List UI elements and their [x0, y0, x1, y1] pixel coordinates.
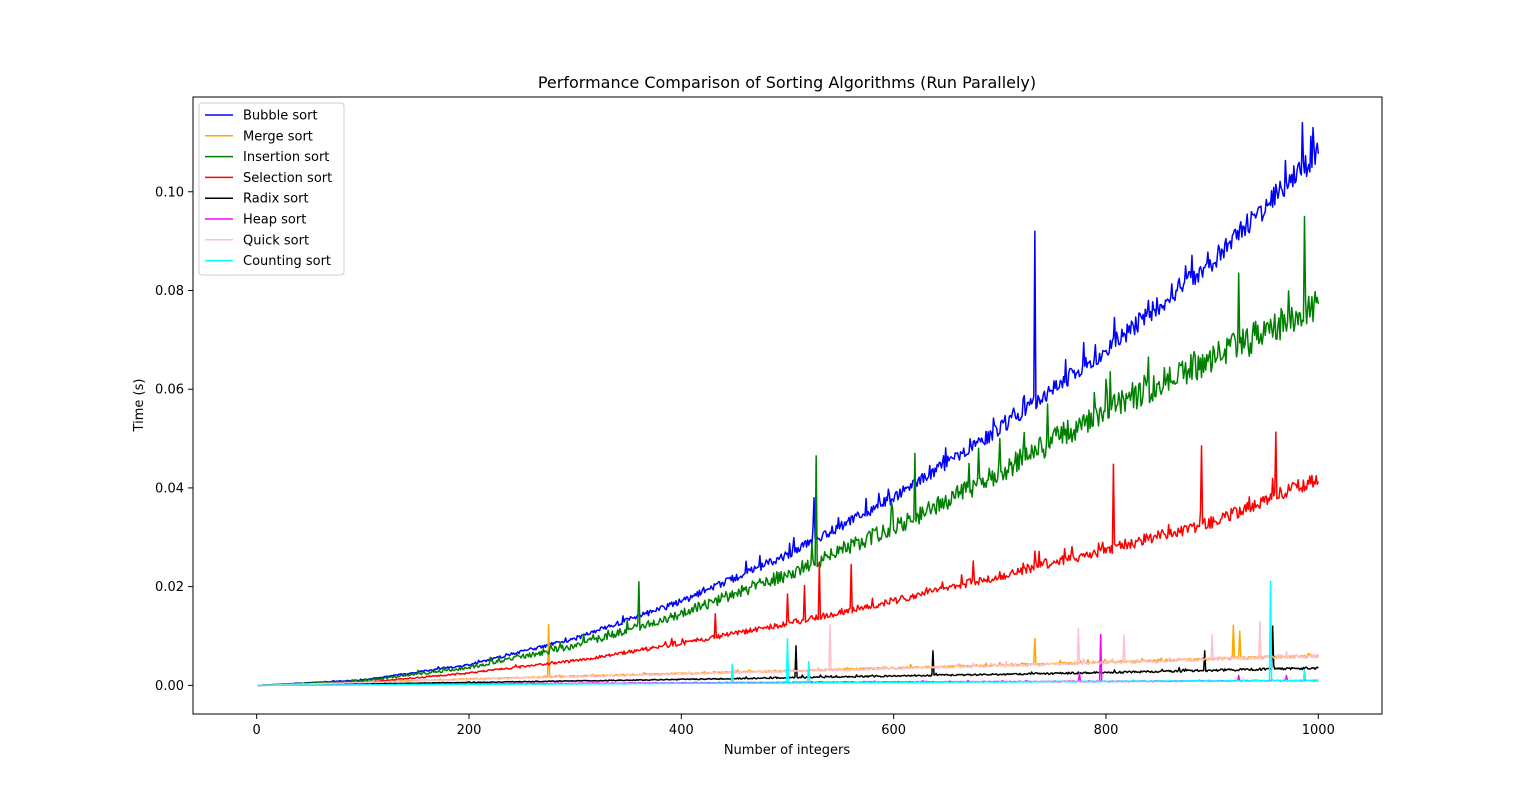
series-line: [257, 215, 1320, 687]
legend-label: Radix sort: [243, 192, 309, 207]
legend-label: Merge sort: [243, 129, 313, 144]
series-line: [257, 580, 1319, 687]
chart-title: Performance Comparison of Sorting Algori…: [538, 73, 1036, 92]
legend-label: Insertion sort: [243, 150, 329, 165]
y-axis: 0.00 0.02 0.04 0.06 0.08 0.10: [155, 185, 193, 694]
y-tick-label: 0.10: [155, 185, 184, 200]
y-tick-label: 0.08: [155, 284, 184, 299]
legend-label: Selection sort: [243, 171, 332, 186]
series-line: [257, 431, 1319, 687]
y-tick-label: 0.04: [155, 481, 184, 496]
series-layer: [257, 121, 1320, 687]
x-tick-label: 200: [457, 723, 482, 738]
legend: Bubble sort Merge sort Insertion sort Selec…: [198, 102, 345, 276]
x-tick-label: 0: [253, 723, 261, 738]
legend-box: [198, 102, 345, 276]
y-tick-label: 0.02: [155, 580, 184, 595]
y-axis-label: Time (s): [132, 379, 147, 433]
plot-frame: [192, 96, 1383, 715]
x-axis-label: Number of integers: [724, 743, 851, 758]
legend-label: Heap sort: [243, 213, 306, 228]
x-tick-label: 800: [1094, 723, 1119, 738]
x-axis: 0 200 400 600 800 1000: [253, 714, 1335, 738]
x-tick-label: 1000: [1302, 723, 1335, 738]
legend-label: Bubble sort: [243, 109, 318, 124]
x-tick-label: 400: [669, 723, 694, 738]
x-tick-label: 600: [881, 723, 906, 738]
y-tick-label: 0.06: [155, 383, 184, 398]
y-tick-label: 0.00: [155, 679, 184, 694]
plot-area: [192, 96, 1383, 715]
legend-label: Counting sort: [243, 254, 331, 269]
series-line: [257, 121, 1320, 687]
legend-label: Quick sort: [243, 233, 309, 248]
